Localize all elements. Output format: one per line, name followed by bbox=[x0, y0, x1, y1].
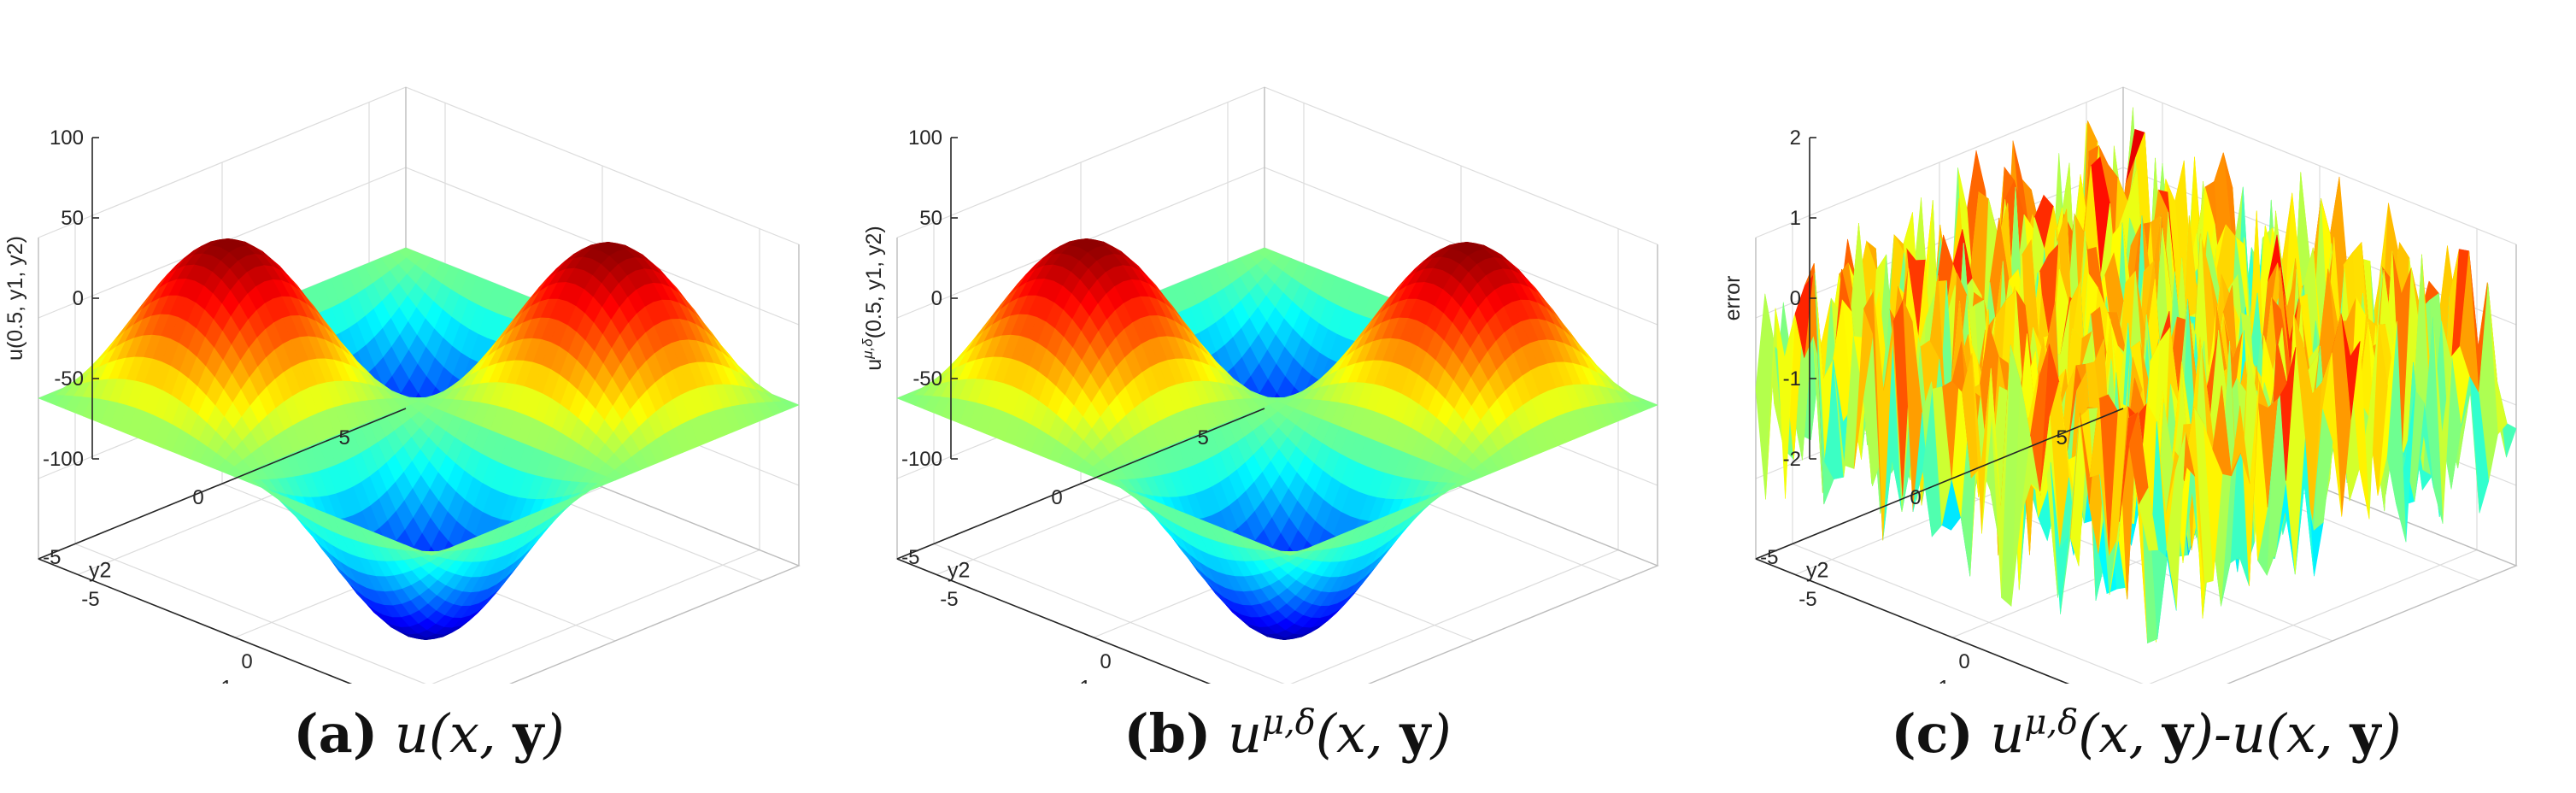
z-tick-label: 0 bbox=[931, 287, 942, 310]
z-tick-label: -100 bbox=[901, 448, 942, 471]
surface bbox=[38, 238, 800, 640]
y1-tick-label: -5 bbox=[81, 588, 99, 611]
y2-tick-label: 0 bbox=[1051, 486, 1062, 509]
y2-axis-line bbox=[38, 408, 407, 560]
surface bbox=[896, 238, 1658, 640]
y2-tick-label: -5 bbox=[43, 546, 61, 569]
y2-tick-label: -5 bbox=[901, 546, 919, 569]
z-tick-label: 100 bbox=[908, 126, 942, 150]
y2-axis-label: y2 bbox=[948, 559, 970, 583]
z-tick-label: -50 bbox=[912, 367, 942, 391]
z-tick-label: -50 bbox=[54, 367, 84, 391]
z-tick-label: 100 bbox=[50, 126, 84, 150]
y1-tick-label: -5 bbox=[940, 588, 958, 611]
y1-axis-line bbox=[38, 558, 353, 684]
surface bbox=[1755, 107, 2517, 643]
y1-tick-label: 0 bbox=[241, 650, 252, 673]
z-tick-label: 0 bbox=[73, 287, 84, 310]
z-tick-label: 50 bbox=[919, 207, 942, 230]
y1-tick-label: 0 bbox=[1100, 650, 1111, 673]
z-axis-label: uμ,δ(0.5, y1, y2) bbox=[860, 226, 886, 370]
y1-axis-line bbox=[896, 558, 1212, 684]
y1-axis-label: y1 bbox=[1069, 677, 1091, 684]
z-axis-label: u(0.5, y1, y2) bbox=[3, 236, 27, 361]
z-tick-label: 50 bbox=[61, 207, 84, 230]
y2-tick-label: 0 bbox=[192, 486, 203, 509]
y1-axis-label: y1 bbox=[210, 677, 232, 684]
surface-patch bbox=[1281, 551, 1299, 556]
y2-axis-label: y2 bbox=[89, 559, 111, 583]
y2-axis-line bbox=[896, 408, 1265, 560]
y2-tick-label: 5 bbox=[338, 426, 349, 449]
surface-patch bbox=[422, 551, 440, 556]
z-tick-label: -100 bbox=[43, 448, 84, 471]
y2-tick-label: 5 bbox=[1197, 426, 1208, 449]
